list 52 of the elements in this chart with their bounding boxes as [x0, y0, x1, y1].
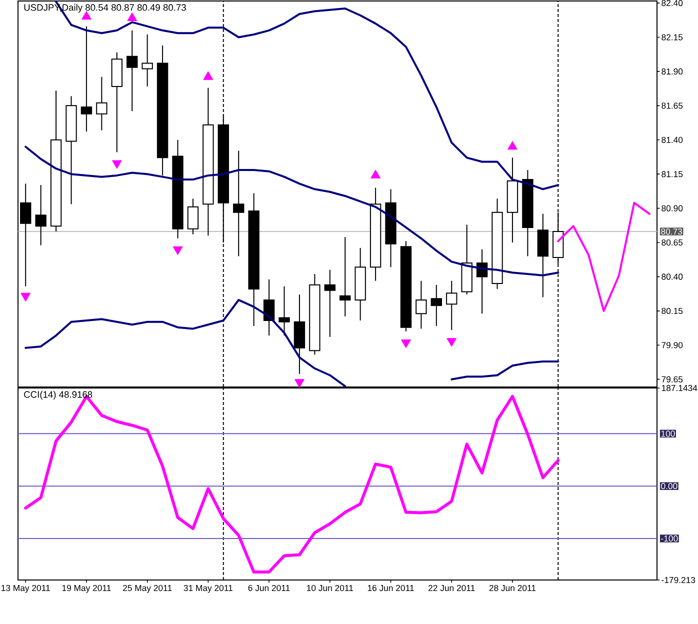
- candlestick: [430, 284, 442, 326]
- point: [203, 71, 214, 80]
- candlestick: [80, 26, 92, 132]
- point: [294, 379, 304, 388]
- candlestick: [96, 76, 108, 131]
- x-tick-label: 13 May 2011: [2, 584, 50, 593]
- candlestick: [340, 236, 351, 317]
- point: [401, 339, 411, 348]
- candlestick: [35, 184, 46, 246]
- x-tick-label: 6 Jun 2011: [248, 584, 290, 592]
- x-tick-label: 16 Jun 2011: [368, 584, 414, 592]
- point: [172, 246, 183, 255]
- y-tick-label: 80.40: [662, 274, 683, 280]
- point: [370, 170, 380, 178]
- x-tick-label: 25 May 2011: [123, 584, 172, 593]
- point: [82, 11, 92, 20]
- y-tick-label: 81.65: [662, 102, 683, 109]
- y-tick-label: 79.65: [662, 376, 683, 382]
- y-tick-label: 82.15: [662, 34, 683, 40]
- ref-line-label: 100: [661, 430, 675, 437]
- point: [446, 338, 457, 347]
- point: [20, 292, 30, 302]
- candlestick: [446, 280, 458, 331]
- point: [127, 12, 137, 22]
- ref-line-label: 80.73: [661, 228, 682, 235]
- y-tick-label: -179.213: [662, 576, 696, 584]
- candlestick: [20, 183, 32, 287]
- x-tick-label: 28 Jun 2011: [489, 584, 536, 592]
- x-tick-label: 31 May 2011: [184, 584, 232, 593]
- y-tick-label: 81.15: [662, 171, 683, 178]
- ref-line-label: -100: [661, 535, 678, 542]
- point: [508, 141, 518, 150]
- candlestick: [142, 34, 153, 88]
- candlestick: [324, 269, 336, 338]
- chart-title: CCI(14) 48.9168: [24, 390, 92, 400]
- y-tick-label: 79.90: [662, 342, 683, 348]
- candlestick: [233, 150, 244, 257]
- x-tick-label: 22 Jun 2011: [428, 584, 475, 592]
- x-tick-label: 10 Jun 2011: [307, 584, 353, 592]
- y-tick-label: 81.90: [662, 68, 683, 75]
- y-tick-label: 80.65: [662, 239, 683, 246]
- candlestick: [416, 280, 427, 330]
- y-tick-label: 80.90: [662, 205, 683, 212]
- candlestick: [278, 286, 290, 336]
- y-tick-label: 187.1434: [662, 384, 698, 392]
- candlestick: [126, 30, 138, 112]
- y-tick-label: 82.40: [662, 0, 683, 6]
- candlestick: [187, 198, 199, 235]
- x-tick-label: 19 May 2011: [62, 584, 111, 593]
- ref-line-label: 0.00: [661, 483, 678, 490]
- y-tick-label: 81.40: [662, 136, 683, 143]
- y-tick-label: 80.15: [662, 308, 683, 314]
